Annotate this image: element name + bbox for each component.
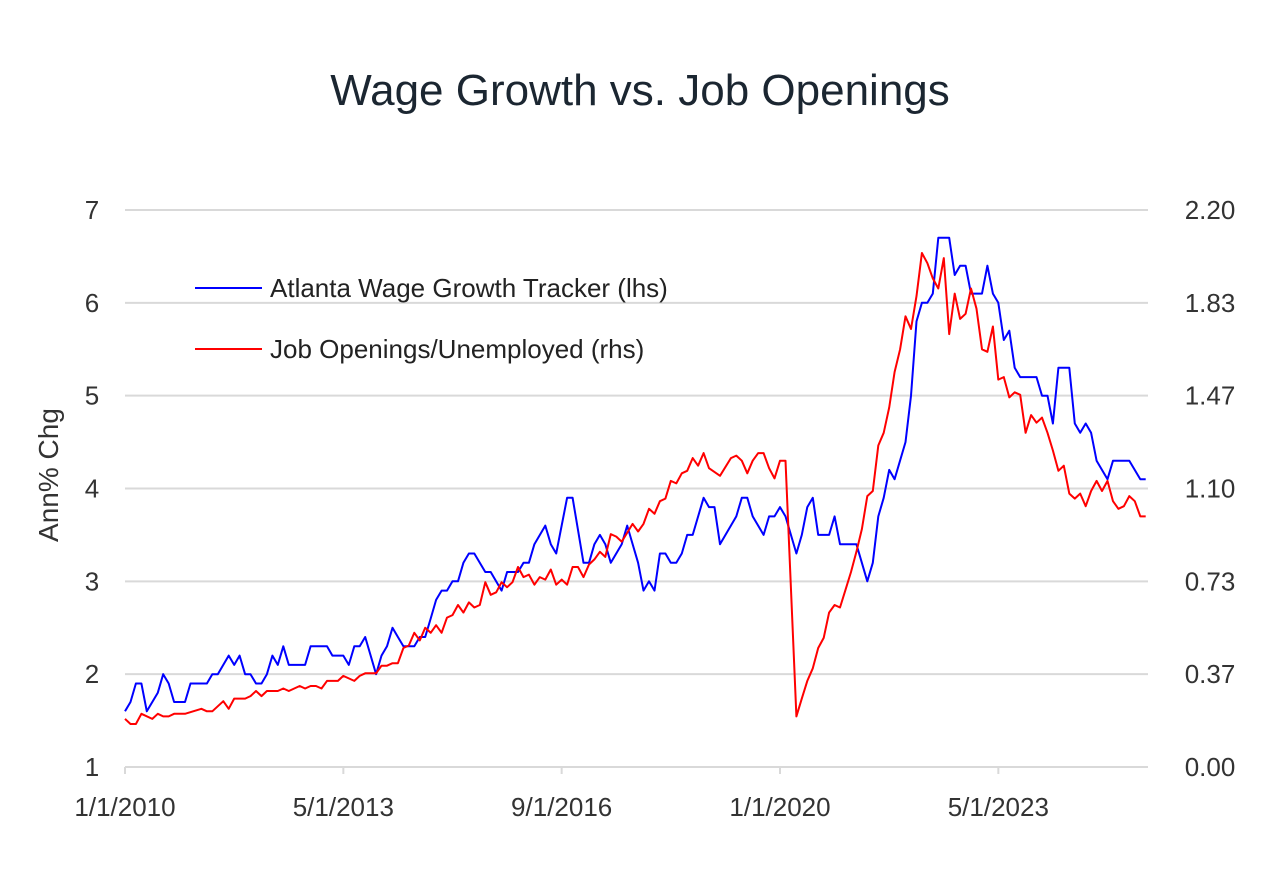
y-right-tick-label: 0.37 [1185, 659, 1236, 689]
series-line-job-openings [124, 252, 1146, 725]
series-line-wage-growth [124, 236, 1146, 713]
y-right-tick-label: 0.00 [1185, 752, 1236, 782]
chart-title: Wage Growth vs. Job Openings [330, 66, 950, 115]
y-left-tick-label: 4 [85, 474, 99, 504]
x-tick-label: 1/1/2020 [729, 792, 830, 822]
gridlines [125, 209, 1148, 768]
x-axis: 1/1/2010 5/1/2013 9/1/2016 1/1/2020 5/1/2023 [74, 767, 1049, 822]
y-right-tick-label: 1.10 [1185, 474, 1236, 504]
y-left-tick-label: 2 [85, 659, 99, 689]
x-tick-label: 5/1/2023 [948, 792, 1049, 822]
y-right-tick-label: 1.47 [1185, 381, 1236, 411]
y-left-tick-label: 5 [85, 381, 99, 411]
x-tick-label: 5/1/2013 [293, 792, 394, 822]
y-axis-right: 0.00 0.37 0.73 1.10 1.47 1.83 2.20 [1185, 195, 1236, 782]
y-left-tick-label: 6 [85, 288, 99, 318]
y-right-tick-label: 0.73 [1185, 566, 1236, 596]
y-left-tick-label: 1 [85, 752, 99, 782]
y-left-tick-label: 7 [85, 195, 99, 225]
series-lines [124, 236, 1146, 725]
x-tick-label: 9/1/2016 [511, 792, 612, 822]
y-left-tick-label: 3 [85, 566, 99, 596]
y-right-tick-label: 1.83 [1185, 288, 1236, 318]
y-right-tick-label: 2.20 [1185, 195, 1236, 225]
legend-label-wage: Atlanta Wage Growth Tracker (lhs) [270, 273, 668, 303]
legend-label-job-openings: Job Openings/Unemployed (rhs) [270, 334, 644, 364]
y-axis-title: Ann% Chg [33, 408, 64, 542]
legend: Atlanta Wage Growth Tracker (lhs) Job Op… [195, 273, 668, 364]
y-axis-left: 1 2 3 4 5 6 7 [85, 195, 99, 782]
x-tick-label: 1/1/2010 [74, 792, 175, 822]
